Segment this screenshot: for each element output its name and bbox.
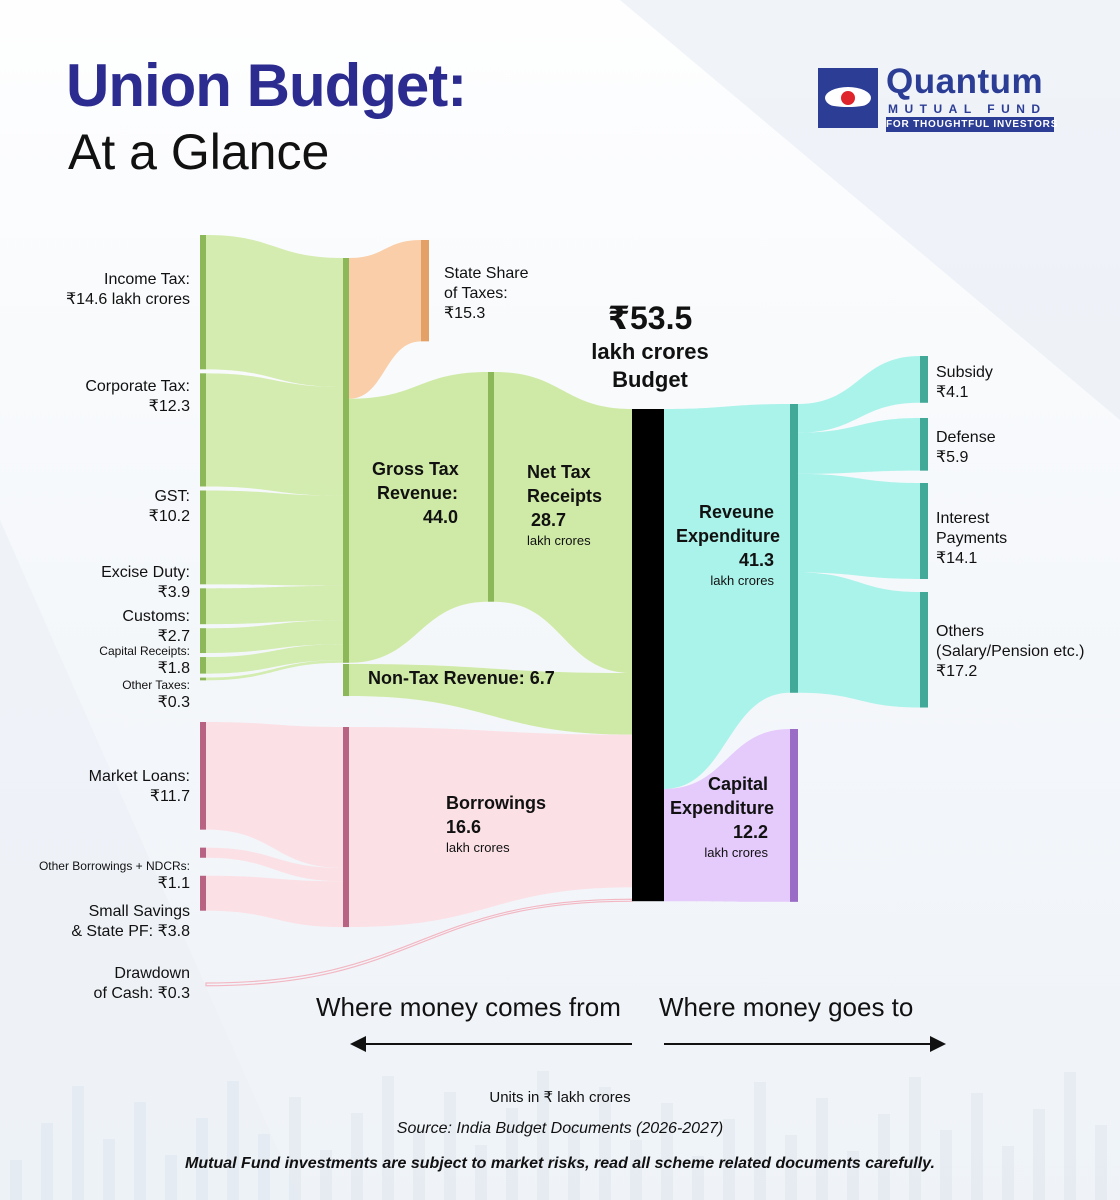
link-non-tax-budget: [349, 664, 632, 735]
node-revenue-expenditure: [790, 404, 798, 693]
link-defense: [798, 418, 920, 474]
logo-subtitle: MUTUAL FUND: [888, 102, 1047, 116]
link-excise_duty: [206, 585, 343, 625]
node-other_taxes: [200, 677, 206, 681]
node-capital-expenditure: [790, 729, 798, 902]
label-interest-payments: Interest Payments ₹14.1: [936, 510, 1008, 567]
left-arrow-icon: [350, 1036, 632, 1052]
caption-money-goes-to: Where money goes to: [659, 992, 914, 1022]
link-borrowings-budget: [349, 727, 632, 928]
node-state-share: [421, 240, 429, 342]
label-revenue-expenditure: Reveune Expenditure 41.3 lakh crores: [676, 502, 781, 588]
node-customs: [200, 628, 206, 654]
node-subsidy: [920, 356, 928, 403]
link-others: [798, 572, 920, 708]
label-customs: Customs: ₹2.7: [122, 608, 190, 645]
label-market-loans: Market Loans: ₹11.7: [88, 768, 190, 805]
link-subsidy: [798, 356, 920, 433]
eye-logo-icon: [818, 68, 878, 128]
label-other-borrowings: Other Borrowings + NDCRs: ₹1.1: [38, 859, 190, 892]
label-drawdown-cash: Drawdown of Cash: ₹0.3: [93, 965, 190, 1002]
label-capital-expenditure: Capital Expenditure 12.2 lakh crores: [670, 774, 775, 860]
source-note: Source: India Budget Documents (2026-202…: [396, 1120, 724, 1137]
link-state-share: [349, 240, 421, 399]
link-small_savings: [206, 875, 343, 928]
node-net-tax: [488, 372, 494, 602]
label-non-tax-revenue: Non-Tax Revenue: 6.7: [368, 668, 555, 688]
link-capital_receipts: [206, 644, 343, 674]
node-corporate_tax: [200, 373, 206, 487]
label-state-share: State Share of Taxes: ₹15.3: [444, 265, 529, 322]
node-borrowings: [343, 727, 349, 928]
disclaimer: Mutual Fund investments are subject to m…: [185, 1155, 935, 1172]
label-net-tax-receipts: Net Tax Receipts 28.7 lakh crores: [527, 462, 603, 548]
link-net-tax: [349, 372, 488, 663]
logo-name: Quantum: [886, 62, 1044, 101]
node-others: [920, 592, 928, 708]
label-subsidy: Subsidy ₹4.1: [936, 364, 993, 401]
label-gst: GST: ₹10.2: [148, 488, 190, 525]
right-arrow-icon: [664, 1036, 946, 1052]
link-net-tax-budget: [494, 372, 632, 674]
label-other-taxes: Other Taxes: ₹0.3: [122, 678, 190, 711]
label-borrowings: Borrowings 16.6 lakh crores: [446, 793, 547, 855]
label-income-tax: Income Tax: ₹14.6 lakh crores: [65, 271, 190, 308]
label-excise-duty: Excise Duty: ₹3.9: [101, 564, 190, 601]
link-capital-expenditure: [664, 729, 790, 902]
node-gst: [200, 490, 206, 585]
label-corporate-tax: Corporate Tax: ₹12.3: [85, 378, 190, 415]
caption-money-comes-from: Where money comes from: [316, 992, 621, 1022]
link-corporate_tax: [206, 373, 343, 496]
node-capital_receipts: [200, 657, 206, 674]
link-customs: [206, 620, 343, 654]
label-others: Others (Salary/Pension etc.) ₹17.2: [936, 623, 1085, 680]
link-gst: [206, 490, 343, 586]
units-note: Units in ₹ lakh crores: [489, 1089, 631, 1106]
quantum-logo: Quantum MUTUAL FUND FOR THOUGHTFUL INVES…: [818, 62, 1059, 132]
node-small_savings: [200, 875, 206, 911]
link-interest: [798, 473, 920, 579]
node-other_borrowings: [200, 847, 206, 858]
page-subtitle: At a Glance: [68, 124, 330, 180]
label-gross-tax-revenue: Gross Tax Revenue: 44.0: [372, 459, 459, 527]
node-income_tax: [200, 235, 206, 370]
node-gross-tax: [343, 258, 349, 663]
label-small-savings: Small Savings & State PF: ₹3.8: [71, 903, 190, 940]
page-title: Union Budget:: [66, 52, 467, 119]
link-market_loans: [206, 722, 343, 869]
node-excise_duty: [200, 588, 206, 625]
link-other_taxes: [206, 660, 343, 681]
node-non-tax: [343, 664, 349, 697]
link-income_tax: [206, 235, 343, 388]
node-market_loans: [200, 722, 206, 830]
node-defense: [920, 418, 928, 471]
link-other_borrowings: [206, 847, 343, 882]
label-defense: Defense ₹5.9: [936, 429, 996, 466]
budget-total-label: ₹53.5 lakh crores Budget: [591, 300, 709, 392]
link-revenue-expenditure: [664, 404, 790, 789]
node-interest: [920, 483, 928, 579]
label-capital-receipts: Capital Receipts: ₹1.8: [99, 644, 190, 677]
node-budget: [632, 409, 664, 902]
logo-tagline: FOR THOUGHTFUL INVESTORS: [886, 117, 1059, 132]
